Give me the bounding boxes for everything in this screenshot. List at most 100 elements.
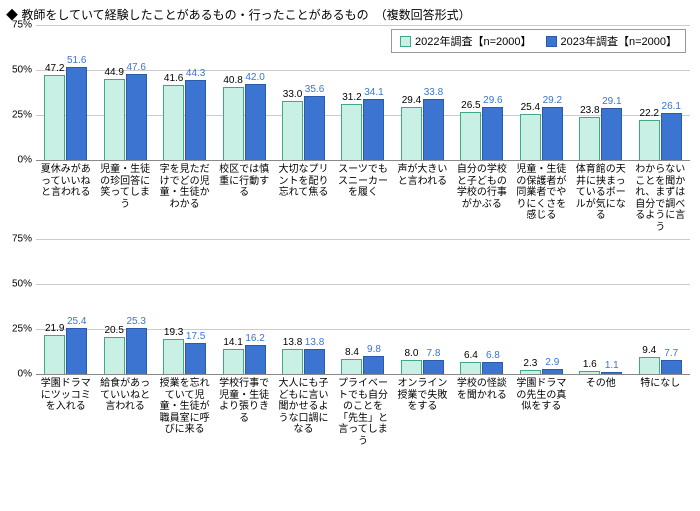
bar-value-label: 14.1 <box>223 337 242 348</box>
bar-2023: 26.1 <box>661 113 682 160</box>
bar-2023: 13.8 <box>304 349 325 374</box>
bar-value-label: 41.6 <box>164 73 183 84</box>
bar-2023: 9.8 <box>363 356 384 374</box>
bar-group: 13.813.8 <box>274 239 333 374</box>
y-tick-label: 0% <box>6 155 32 166</box>
bar-2023: 6.8 <box>482 362 503 374</box>
x-tick-label: わからないことを聞かれ、まずは自分で調べるように言う <box>631 161 690 233</box>
bar-value-label: 21.9 <box>45 323 64 334</box>
x-tick-label: 学校の怪談を聞かれる <box>452 375 511 447</box>
bar-group: 2.32.9 <box>512 239 571 374</box>
bar-2022: 8.0 <box>401 360 422 374</box>
bar-2022: 26.5 <box>460 112 481 160</box>
bar-value-label: 31.2 <box>342 92 361 103</box>
bar-2022: 22.2 <box>639 120 660 160</box>
y-tick-label: 25% <box>6 324 32 335</box>
bar-2023: 29.2 <box>542 107 563 160</box>
y-tick-label: 75% <box>6 20 32 31</box>
bar-value-label: 2.9 <box>545 357 559 368</box>
bar-2023: 51.6 <box>66 67 87 160</box>
bar-group: 20.525.3 <box>95 239 154 374</box>
bar-value-label: 1.1 <box>605 360 619 371</box>
bar-value-label: 23.8 <box>580 105 599 116</box>
bar-value-label: 29.2 <box>543 95 562 106</box>
x-tick-label: オンライン授業で失敗をする <box>393 375 452 447</box>
bar-group: 1.6 1.1 <box>571 239 630 374</box>
bar-group: 40.842.0 <box>214 25 273 160</box>
bar-2022: 21.9 <box>44 335 65 374</box>
bar-2022: 40.8 <box>223 87 244 160</box>
x-tick-label: 特になし <box>631 375 690 447</box>
bar-2022: 6.4 <box>460 362 481 374</box>
bar-2023: 47.6 <box>126 74 147 160</box>
bar-value-label: 26.1 <box>662 101 681 112</box>
bar-2023: 7.8 <box>423 360 444 374</box>
bars-area: 21.925.420.525.319.317.514.116.213.813.8… <box>36 239 690 374</box>
bar-2022: 13.8 <box>282 349 303 374</box>
y-tick-label: 50% <box>6 65 32 76</box>
legend: 2022年調査【n=2000】 2023年調査【n=2000】 <box>391 29 686 53</box>
bar-2022: 29.4 <box>401 107 422 160</box>
bar-2023: 34.1 <box>363 99 384 160</box>
bar-value-label: 29.6 <box>483 95 502 106</box>
gridline <box>36 374 690 375</box>
x-tick-label: 児童・生徒の保護者が同業者でやりにくさを感じる <box>512 161 571 233</box>
x-tick-label: スーツでもスニーカーを履く <box>333 161 392 233</box>
bar-value-label: 16.2 <box>245 333 264 344</box>
y-tick-label: 50% <box>6 279 32 290</box>
bar-value-label: 47.6 <box>126 62 145 73</box>
gridline <box>36 160 690 161</box>
bar-2023: 25.3 <box>126 328 147 374</box>
bar-group: 9.47.7 <box>631 239 690 374</box>
bar-2023: 2.9 <box>542 369 563 374</box>
bar-value-label: 47.2 <box>45 63 64 74</box>
x-tick-label: 声が大きいと言われる <box>393 161 452 233</box>
x-tick-label: 児童・生徒の珍回答に笑ってしまう <box>95 161 154 233</box>
bar-value-label: 8.4 <box>345 347 359 358</box>
legend-item-2022: 2022年調査【n=2000】 <box>400 33 531 49</box>
bar-2022: 33.0 <box>282 101 303 160</box>
bar-value-label: 42.0 <box>245 72 264 83</box>
bar-value-label: 19.3 <box>164 327 183 338</box>
bar-2023: 7.7 <box>661 360 682 374</box>
y-tick-label: 75% <box>6 234 32 245</box>
x-tick-label: 大人にも子どもに言い聞かせるような口調になる <box>274 375 333 447</box>
x-tick-label: プライベートでも自分のことを「先生」と言ってしまう <box>333 375 392 447</box>
bar-value-label: 40.8 <box>223 75 242 86</box>
bar-group: 8.4 9.8 <box>333 239 392 374</box>
legend-item-2023: 2023年調査【n=2000】 <box>546 33 677 49</box>
legend-label-2022: 2022年調査【n=2000】 <box>415 33 531 49</box>
bar-group: 19.317.5 <box>155 239 214 374</box>
chart-panel-1: 2022年調査【n=2000】 2023年調査【n=2000】 0%25%50%… <box>6 25 694 233</box>
bar-value-label: 1.6 <box>583 359 597 370</box>
bar-2022: 9.4 <box>639 357 660 374</box>
bar-value-label: 17.5 <box>186 331 205 342</box>
bar-2023: 16.2 <box>245 345 266 374</box>
bar-group: 14.116.2 <box>214 239 273 374</box>
bar-value-label: 33.0 <box>283 89 302 100</box>
bar-value-label: 44.9 <box>104 67 123 78</box>
bar-value-label: 13.8 <box>305 337 324 348</box>
chart-2-xlabels: 学園ドラマにツッコミを入れる給食があっていいねと言われる授業を忘れていて児童・生… <box>36 375 690 447</box>
bar-value-label: 44.3 <box>186 68 205 79</box>
bar-2022: 1.6 <box>579 371 600 374</box>
bar-value-label: 25.3 <box>126 316 145 327</box>
bar-2022: 25.4 <box>520 114 541 160</box>
x-tick-label: 給食があっていいねと言われる <box>95 375 154 447</box>
bar-2022: 41.6 <box>163 85 184 160</box>
bar-value-label: 6.4 <box>464 350 478 361</box>
bar-2022: 14.1 <box>223 349 244 374</box>
bar-2023: 17.5 <box>185 343 206 375</box>
bar-2022: 19.3 <box>163 339 184 374</box>
x-tick-label: 学園ドラマにツッコミを入れる <box>36 375 95 447</box>
x-tick-label: 夏休みがあっていいねと言われる <box>36 161 95 233</box>
chart-panel-2: 0%25%50%75%21.925.420.525.319.317.514.11… <box>6 239 694 447</box>
chart-1-xlabels: 夏休みがあっていいねと言われる児童・生徒の珍回答に笑ってしまう字を見ただけでどの… <box>36 161 690 233</box>
bar-group: 6.46.8 <box>452 239 511 374</box>
bar-group: 21.925.4 <box>36 239 95 374</box>
bar-2023: 29.1 <box>601 108 622 160</box>
chart-title: ◆ 教師をしていて経験したことがあるもの・行ったことがあるもの （複数回答形式） <box>6 6 694 23</box>
x-tick-label: 学校行事で児童・生徒より張りきる <box>214 375 273 447</box>
bar-group: 41.644.3 <box>155 25 214 160</box>
bar-value-label: 51.6 <box>67 55 86 66</box>
